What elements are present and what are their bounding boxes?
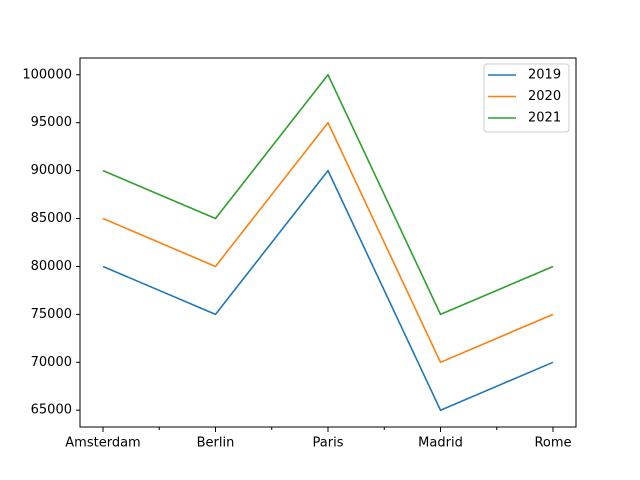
y-tick-label: 80000 bbox=[31, 259, 72, 274]
legend-label: 2021 bbox=[528, 111, 561, 126]
x-tick-label: Madrid bbox=[418, 436, 463, 451]
legend-label: 2019 bbox=[528, 68, 561, 83]
x-tick-label: Rome bbox=[534, 436, 571, 451]
legend: 2019 2020 2021 bbox=[483, 63, 570, 133]
legend-box bbox=[483, 63, 570, 133]
y-tick-label: 65000 bbox=[31, 403, 72, 418]
y-tick-label: 90000 bbox=[31, 163, 72, 178]
series-line-2019 bbox=[102, 169, 554, 412]
y-tick-label: 75000 bbox=[31, 307, 72, 322]
x-tick-label: Paris bbox=[313, 436, 344, 451]
y-tick-label: 70000 bbox=[31, 355, 72, 370]
y-tick-label: 95000 bbox=[31, 115, 72, 130]
x-tick-label: Berlin bbox=[197, 436, 235, 451]
legend-label: 2020 bbox=[528, 89, 561, 104]
y-tick-label: 85000 bbox=[31, 211, 72, 226]
x-axis-ticks: Amsterdam Berlin Paris Madrid Rome bbox=[65, 427, 572, 451]
y-tick-label: 100000 bbox=[22, 67, 72, 82]
series-line-2021 bbox=[102, 73, 554, 316]
x-tick-label: Amsterdam bbox=[65, 436, 140, 451]
series-lines bbox=[102, 73, 554, 412]
series-line-2020 bbox=[102, 121, 554, 364]
y-axis-ticks: 65000 70000 75000 80000 85000 90000 95000 10000… bbox=[22, 67, 80, 418]
